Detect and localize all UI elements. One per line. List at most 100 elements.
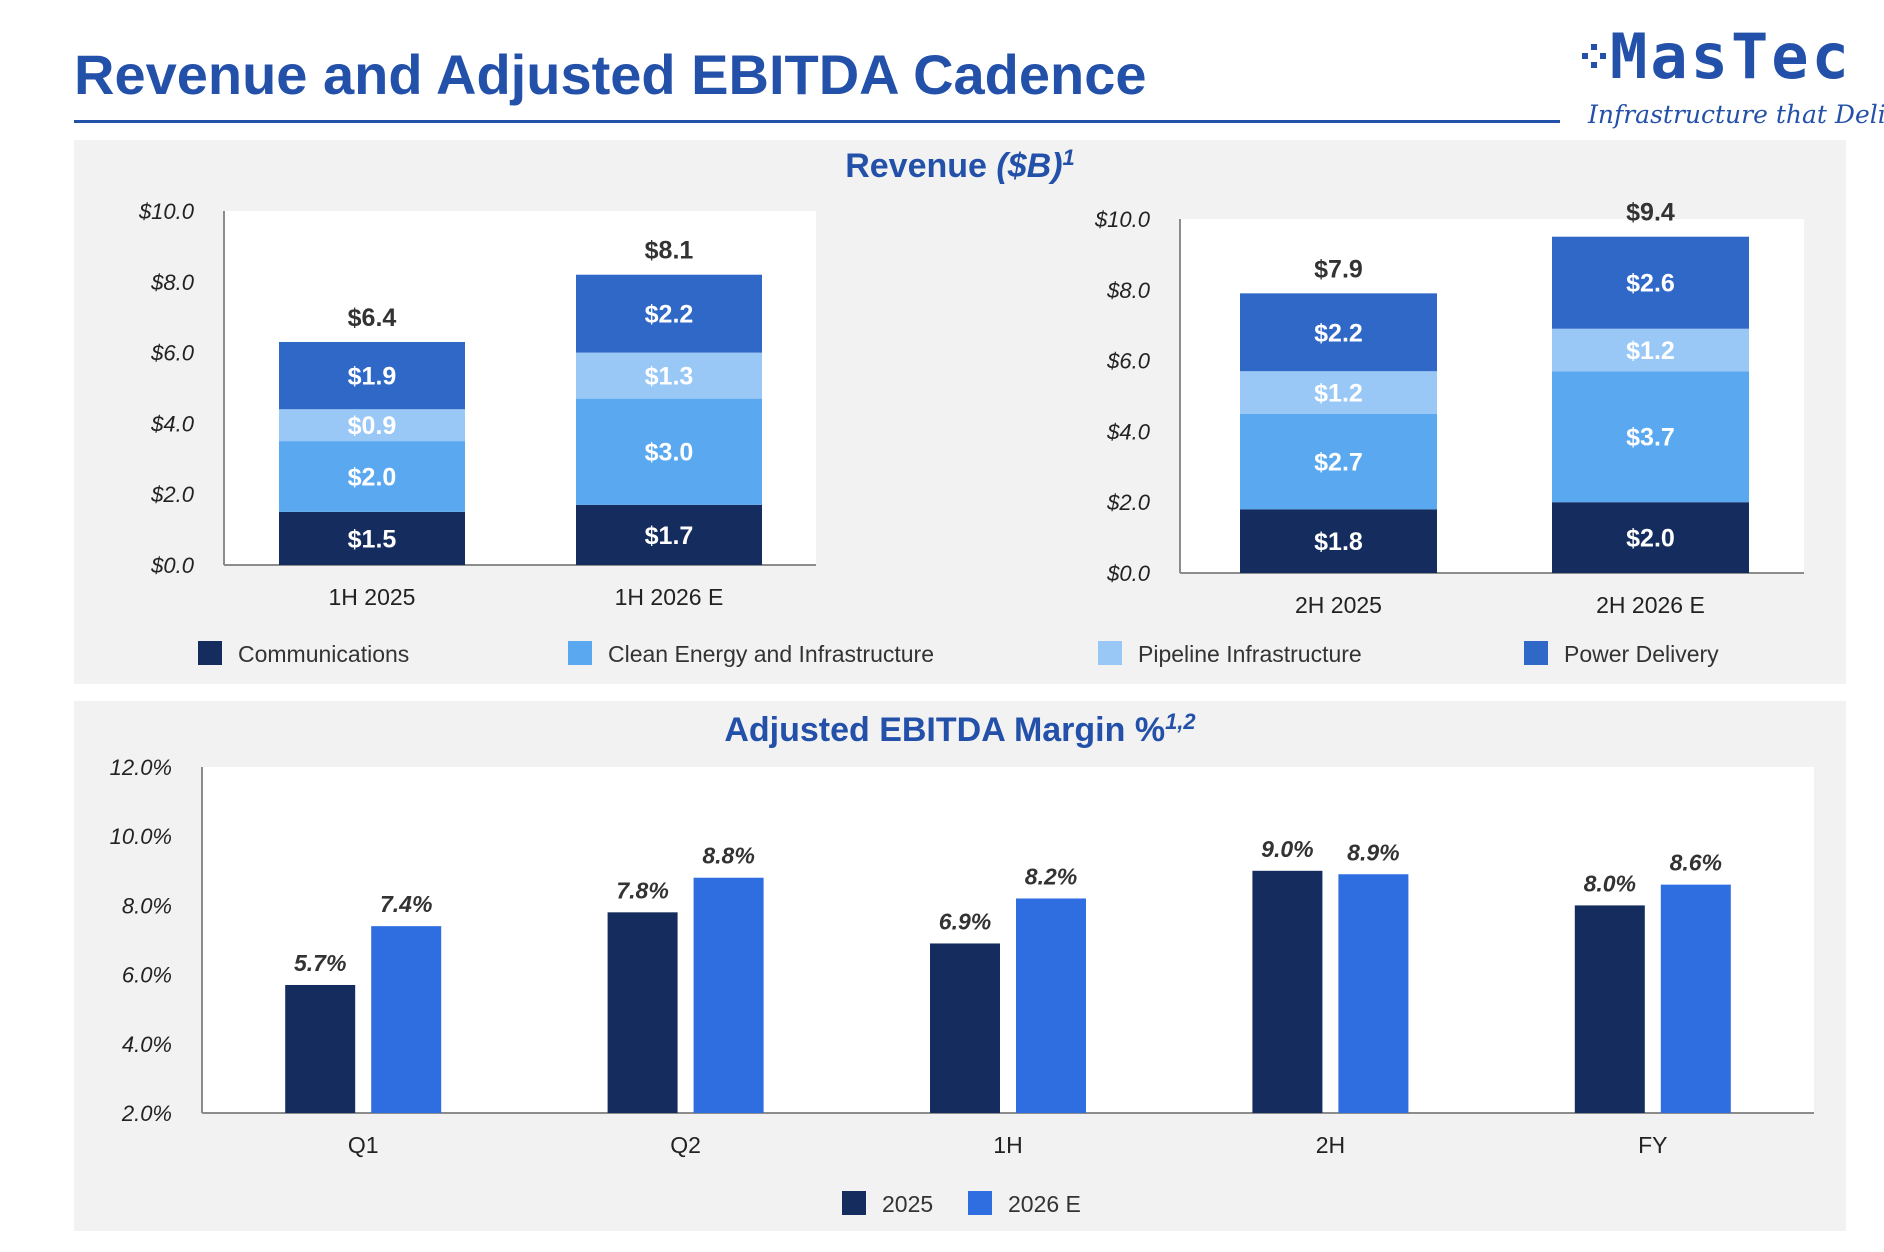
- bar-segment-pipeline-infrastructure: [576, 352, 762, 399]
- segment-value-label: $2.2: [645, 301, 694, 329]
- bar-total-label: $8.1: [645, 237, 694, 265]
- x-category-label: Q2: [670, 1132, 701, 1158]
- legend-label: 2025: [882, 1191, 933, 1217]
- bar-2025: [1252, 870, 1323, 1113]
- y-tick-label: $8.0: [150, 270, 195, 295]
- bar-segment-communications: [576, 504, 762, 565]
- segment-value-label: $1.3: [645, 363, 694, 391]
- bar-value-label: 5.7%: [294, 950, 346, 976]
- revenue-title-footnote: 1: [1063, 145, 1075, 170]
- revenue-title: Revenue ($B)1: [845, 145, 1075, 185]
- revenue-title-main: Revenue: [845, 147, 996, 185]
- legend-swatch-2026-e: [968, 1191, 992, 1215]
- x-category-label: 1H 2026 E: [615, 584, 724, 610]
- y-tick-label: $2.0: [150, 482, 195, 507]
- legend-swatch-communications: [198, 641, 222, 665]
- ebitda-title: Adjusted EBITDA Margin %1,2: [724, 709, 1196, 749]
- x-category-label: FY: [1638, 1132, 1667, 1158]
- bar-2026-e: [371, 926, 442, 1113]
- segment-value-label: $3.0: [645, 439, 694, 467]
- y-tick-label: $4.0: [150, 411, 195, 436]
- ebitda-title-main: Adjusted EBITDA Margin %: [724, 711, 1165, 749]
- mastec-logo: MasTec Infrastructure that Delivers: [1582, 20, 1884, 136]
- bar-2026-e: [1016, 898, 1086, 1113]
- segment-value-label: $2.7: [1314, 448, 1363, 476]
- x-category-label: 2H: [1316, 1132, 1345, 1158]
- y-tick-label: 6.0%: [122, 963, 172, 988]
- bar-segment-communications: [279, 511, 465, 565]
- bar-total-label: $7.9: [1314, 255, 1363, 283]
- y-tick-label: 2.0%: [121, 1101, 172, 1126]
- legend-swatch-clean-energy-and-infrastructure: [568, 641, 592, 665]
- x-category-label: 1H: [993, 1132, 1022, 1158]
- y-tick-label: $0.0: [1106, 561, 1151, 586]
- bar-value-label: 8.8%: [702, 843, 754, 869]
- segment-value-label: $0.9: [348, 412, 397, 440]
- x-category-label: 2H 2026 E: [1596, 592, 1705, 618]
- bar-value-label: 8.9%: [1347, 839, 1399, 865]
- legend-label: 2026 E: [1008, 1191, 1081, 1217]
- bar-2025: [607, 912, 678, 1113]
- y-tick-label: $10.0: [138, 199, 195, 224]
- bar-segment-power-delivery: [1240, 293, 1437, 372]
- segment-value-label: $2.2: [1314, 319, 1363, 347]
- revenue-chart-svg: Revenue ($B)1 $0.0 $2.0 $4.0 $6.0 $8.0 $10.0 $…: [138, 145, 1804, 667]
- segment-value-label: $2.0: [348, 464, 397, 492]
- bar-value-label: 7.8%: [616, 877, 668, 903]
- bar-segment-clean-energy-and-infrastructure: [1240, 413, 1437, 510]
- bar-value-label: 8.0%: [1584, 870, 1636, 896]
- legend-label: Pipeline Infrastructure: [1138, 641, 1362, 667]
- segment-value-label: $1.5: [348, 525, 397, 553]
- page-title: Revenue and Adjusted EBITDA Cadence: [74, 43, 1147, 106]
- segment-value-label: $1.8: [1314, 528, 1363, 556]
- y-tick-label: $8.0: [1106, 278, 1151, 303]
- segment-value-label: $3.7: [1626, 424, 1675, 452]
- bar-segment-pipeline-infrastructure: [1240, 371, 1437, 414]
- bar-2026-e: [693, 877, 764, 1113]
- bar-value-label: 9.0%: [1261, 836, 1313, 862]
- segment-value-label: $2.6: [1626, 270, 1675, 298]
- legend-label: Power Delivery: [1564, 641, 1719, 667]
- ebitda-title-footnote: 1,2: [1165, 709, 1196, 734]
- legend-swatch-power-delivery: [1524, 641, 1548, 665]
- bar-2025: [930, 943, 1000, 1113]
- logo-wordmark: MasTec: [1610, 20, 1852, 93]
- ebitda-chart-svg: Adjusted EBITDA Margin %1,2 2.0% 4.0% 6.0%…: [110, 709, 1814, 1217]
- bar-segment-power-delivery: [576, 274, 762, 353]
- bar-segment-communications: [1240, 509, 1437, 573]
- bar-2026-e: [1660, 884, 1731, 1113]
- bar-value-label: 6.9%: [939, 908, 991, 934]
- bar-segment-communications: [1552, 502, 1749, 573]
- ebitda-panel: Adjusted EBITDA Margin %1,2 2.0% 4.0% 6.0%…: [74, 701, 1846, 1231]
- bar-value-label: 7.4%: [380, 891, 432, 917]
- bar-value-label: 8.2%: [1025, 863, 1077, 889]
- segment-value-label: $1.2: [1626, 337, 1675, 365]
- bar-2026-e: [1338, 874, 1409, 1113]
- bar-segment-clean-energy-and-infrastructure: [279, 441, 465, 512]
- legend-label: Clean Energy and Infrastructure: [608, 641, 934, 667]
- y-tick-label: $6.0: [150, 341, 195, 366]
- logo-checker-icon: [1582, 44, 1606, 68]
- bar-total-label: $9.4: [1626, 199, 1675, 227]
- revenue-title-unit: ($B): [996, 147, 1062, 185]
- plot-area-3: [202, 767, 1814, 1113]
- bar-value-label: 8.6%: [1670, 850, 1722, 876]
- revenue-panel: Revenue ($B)1 $0.0 $2.0 $4.0 $6.0 $8.0 $10.0 $…: [74, 140, 1846, 684]
- segment-value-label: $1.7: [645, 522, 694, 550]
- bar-2025: [285, 984, 356, 1113]
- segment-value-label: $1.2: [1314, 379, 1363, 407]
- y-tick-label: $2.0: [1106, 490, 1151, 515]
- bar-2025: [1574, 905, 1645, 1113]
- bar-segment-pipeline-infrastructure: [279, 409, 465, 442]
- x-category-label: 1H 2025: [329, 584, 416, 610]
- y-tick-label: $0.0: [150, 553, 195, 578]
- title-divider: [74, 120, 1560, 123]
- logo-tagline: Infrastructure that Delivers: [1588, 100, 1884, 129]
- legend-swatch-2025: [842, 1191, 866, 1215]
- segment-value-label: $1.9: [348, 363, 397, 391]
- bar-segment-clean-energy-and-infrastructure: [576, 398, 762, 505]
- bar-segment-power-delivery: [279, 341, 465, 410]
- y-tick-label: $4.0: [1106, 419, 1151, 444]
- y-tick-label: 10.0%: [110, 824, 172, 849]
- legend-swatch-pipeline-infrastructure: [1098, 641, 1122, 665]
